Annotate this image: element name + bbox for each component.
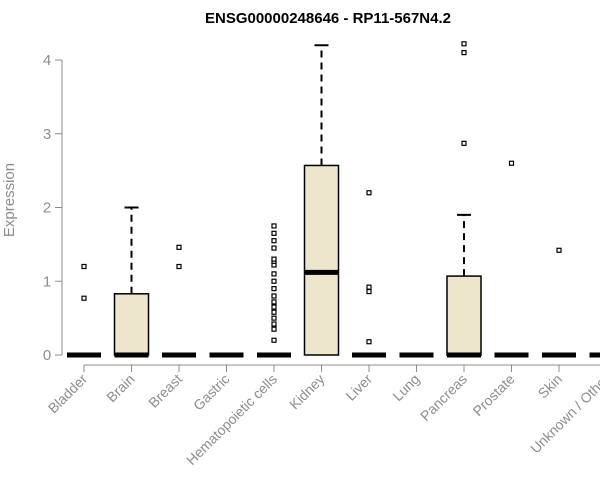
x-tick-label: Lung	[389, 371, 422, 404]
outlier-point	[366, 339, 372, 345]
y-axis-label: Expression	[1, 163, 18, 237]
outlier-point	[556, 247, 562, 253]
box-liver	[352, 190, 386, 358]
outlier-point	[271, 238, 277, 244]
x-tick-label: Breast	[145, 371, 185, 411]
outlier-point	[271, 309, 277, 315]
outlier-point	[271, 337, 277, 343]
outlier-point	[461, 140, 467, 146]
x-tick-label: Prostate	[469, 371, 517, 419]
x-tick-label: Pancreas	[417, 371, 470, 424]
outlier-point	[461, 41, 467, 47]
outlier-point	[271, 315, 277, 321]
x-tick-label: Hematopoietic cells	[183, 371, 280, 468]
outlier-point	[81, 295, 87, 301]
box-unknown-other	[589, 352, 600, 358]
outlier-point	[176, 244, 182, 250]
chart-title: ENSG00000248646 - RP11-567N4.2	[205, 10, 451, 27]
x-tick-label: Skin	[535, 371, 566, 402]
outlier-point	[271, 245, 277, 251]
box-hematopoietic-cells	[257, 223, 291, 358]
outlier-point	[508, 160, 515, 166]
outlier-point	[271, 321, 277, 327]
outlier-point	[271, 299, 277, 305]
box-brain	[113, 206, 150, 358]
x-tick-label: Liver	[342, 371, 375, 404]
outlier-point	[366, 190, 372, 196]
outlier-point	[271, 256, 277, 262]
outlier-point	[271, 326, 277, 332]
y-axis: 0 1 2 3 4	[43, 52, 63, 364]
outlier-point	[271, 286, 277, 292]
outlier-point	[271, 223, 277, 229]
outlier-point	[271, 271, 277, 277]
outlier-point	[81, 263, 87, 270]
y-tick-label: 4	[43, 52, 51, 69]
x-tick-label: Gastric	[190, 371, 233, 414]
box-breast	[162, 244, 196, 358]
x-tick-label: Kidney	[286, 371, 328, 413]
box-body	[446, 275, 482, 356]
outlier-point	[271, 230, 277, 236]
box-body	[113, 293, 150, 356]
y-tick-label: 2	[43, 200, 51, 217]
outlier-point	[176, 263, 182, 270]
box-body	[303, 164, 340, 356]
outlier-point	[271, 293, 277, 299]
box-skin	[542, 247, 576, 358]
box-pancreas	[446, 41, 482, 358]
box-bladder	[67, 263, 101, 358]
outlier-point	[271, 304, 277, 310]
y-tick-label: 1	[43, 273, 51, 290]
box-kidney	[303, 44, 340, 356]
x-tick-label: Bladder	[45, 371, 91, 417]
outlier-point	[366, 284, 372, 290]
box-prostate	[494, 160, 529, 358]
x-tick-label: Brain	[103, 371, 137, 405]
box-series	[67, 41, 600, 358]
y-tick-label: 3	[43, 126, 51, 143]
y-tick-label: 0	[43, 347, 51, 364]
outlier-point	[271, 278, 277, 284]
outlier-point	[461, 50, 467, 56]
outlier-point	[366, 288, 372, 295]
